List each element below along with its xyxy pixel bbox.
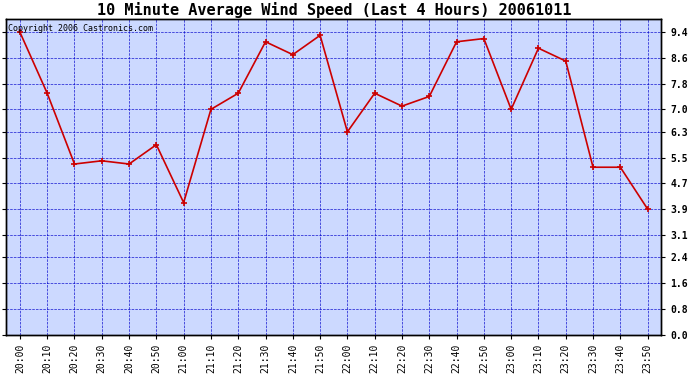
Title: 10 Minute Average Wind Speed (Last 4 Hours) 20061011: 10 Minute Average Wind Speed (Last 4 Hou… — [97, 2, 571, 18]
Text: Copyright 2006 Castronics.com: Copyright 2006 Castronics.com — [8, 24, 152, 33]
